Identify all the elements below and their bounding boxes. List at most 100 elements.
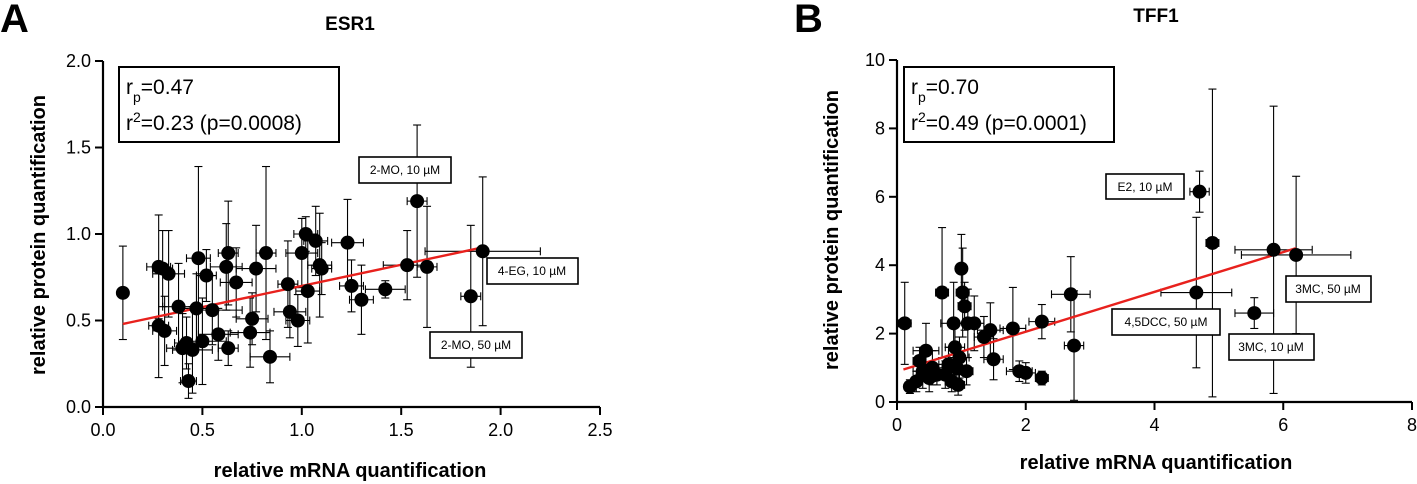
data-point-b: [951, 377, 966, 392]
annotation-b-0: E2, 10 µM: [1118, 180, 1173, 194]
annotation-box-b-3: [1228, 333, 1315, 361]
y-tick-label-a: 0.5: [66, 311, 91, 331]
data-point-b: [946, 316, 961, 331]
data-point-b: [957, 299, 972, 314]
panel-letter-a: A: [0, 0, 29, 41]
data-point-a: [115, 285, 130, 300]
data-point-a: [171, 299, 186, 314]
annotation-a-2: 2-MO, 50 µM: [441, 338, 511, 352]
data-point-b: [918, 343, 933, 358]
y-tick-label-b: 8: [875, 118, 885, 138]
data-point-a: [245, 311, 260, 326]
data-point-a: [475, 244, 490, 259]
data-point-a: [221, 341, 236, 356]
data-point-b: [986, 352, 1001, 367]
annotation-b-1: 4,5DCC, 50 µM: [1125, 315, 1208, 329]
y-tick-label-a: 2.0: [66, 51, 91, 71]
annotation-b-2: 3MC, 50 µM: [1295, 282, 1361, 296]
data-point-a: [189, 301, 204, 316]
y-tick-label-b: 4: [875, 255, 885, 275]
y-tick-label-b: 6: [875, 187, 885, 207]
annotation-a-1: 4-EG, 10 µM: [498, 264, 566, 278]
y-axis-label-a: relative protein quantification: [28, 95, 50, 375]
plot-area-a: 0.0 0.5 1.0 1.5 2.0 2.5 0.0 0.5 1.0 1.5 2.0: [66, 51, 613, 440]
data-point-a: [298, 227, 313, 241]
data-point-b: [1034, 371, 1049, 386]
data-point-a: [259, 246, 274, 261]
data-point-b: [935, 285, 950, 300]
data-point-b: [1247, 306, 1262, 321]
data-point-b: [983, 323, 998, 338]
annotation-box-b-0: [1105, 173, 1185, 200]
regression-line-b: [903, 246, 1297, 371]
data-point-a: [195, 334, 210, 349]
x-axis-label-a: relative mRNA quantification: [214, 460, 487, 482]
data-point-a: [300, 284, 315, 299]
data-point-b: [954, 261, 969, 276]
r-squared-a: r2=0.23 (p=0.0008): [126, 109, 302, 135]
panel-b: B TFF1 0 2 4 6 8 0 2 4 6 8 10 rp=0.70 r2=0.49 (p=0…: [794, 0, 1417, 474]
y-tick-label-a: 1.5: [66, 138, 91, 158]
data-point-a: [378, 282, 393, 297]
y-tick-label-b: 10: [865, 50, 885, 70]
data-point-a: [354, 292, 369, 307]
data-point-a: [243, 325, 258, 340]
data-point-a: [219, 259, 234, 274]
data-point-b: [1063, 287, 1078, 302]
data-point-b: [959, 364, 974, 379]
plot-area-b: 0 2 4 6 8 0 2 4 6 8 10: [865, 50, 1417, 435]
data-point-b: [1266, 242, 1281, 257]
x-tick-label-b: 2: [1021, 415, 1031, 435]
y-axis-label-b: relative protein quantification: [821, 90, 843, 370]
x-axis-label-b: relative mRNA quantification: [1020, 452, 1293, 474]
data-point-b: [1289, 247, 1304, 262]
data-point-b: [897, 316, 912, 331]
x-tick-label-a: 1.0: [289, 420, 314, 440]
data-point-a: [157, 323, 172, 338]
data-point-a: [463, 289, 478, 304]
data-point-a: [161, 266, 176, 281]
data-point-b: [1018, 365, 1033, 380]
y-tick-label-b: 2: [875, 324, 885, 344]
pearson-r-b: rp=0.70: [911, 76, 979, 105]
data-point-a: [290, 313, 305, 328]
data-point-a: [191, 251, 206, 266]
data-point-b: [1005, 321, 1020, 336]
data-point-a: [205, 303, 220, 318]
data-point-b: [967, 316, 982, 331]
x-tick-label-a: 1.5: [389, 420, 414, 440]
annotation-box-b-1: [1111, 308, 1221, 336]
stats-box-a: [118, 66, 340, 143]
annotation-b-3: 3MC, 10 µM: [1238, 340, 1304, 354]
y-tick-label-b: 0: [875, 392, 885, 412]
annotation-box-a-0: [358, 156, 452, 184]
x-tick-label-a: 0.5: [190, 420, 215, 440]
x-tick-label-a: 2.0: [488, 420, 513, 440]
data-point-a: [294, 246, 309, 261]
x-tick-label-b: 0: [892, 415, 902, 435]
x-tick-label-b: 4: [1149, 415, 1159, 435]
y-tick-label-a: 1.0: [66, 224, 91, 244]
data-point-a: [308, 233, 323, 248]
stats-box-b: [903, 66, 1115, 143]
data-point-a: [249, 261, 264, 276]
y-tick-label-a: 0.0: [66, 397, 91, 417]
chart-title-a: ESR1: [325, 14, 375, 35]
data-point-a: [340, 235, 355, 250]
data-point-a: [344, 278, 359, 293]
r-squared-b: r2=0.49 (p=0.0001): [911, 109, 1087, 135]
data-point-b: [955, 285, 970, 300]
chart-title-b: TFF1: [1133, 6, 1179, 27]
data-point-a: [280, 277, 295, 292]
data-point-a: [410, 194, 425, 209]
data-point-a: [229, 275, 244, 290]
data-point-b: [1192, 184, 1207, 199]
x-tick-label-a: 0.0: [90, 420, 115, 440]
x-tick-label-b: 8: [1407, 415, 1417, 435]
panel-letter-b: B: [794, 0, 823, 41]
data-point-b: [952, 350, 967, 365]
data-point-a: [314, 261, 329, 276]
data-point-a: [221, 246, 236, 261]
data-point-a: [211, 327, 226, 342]
